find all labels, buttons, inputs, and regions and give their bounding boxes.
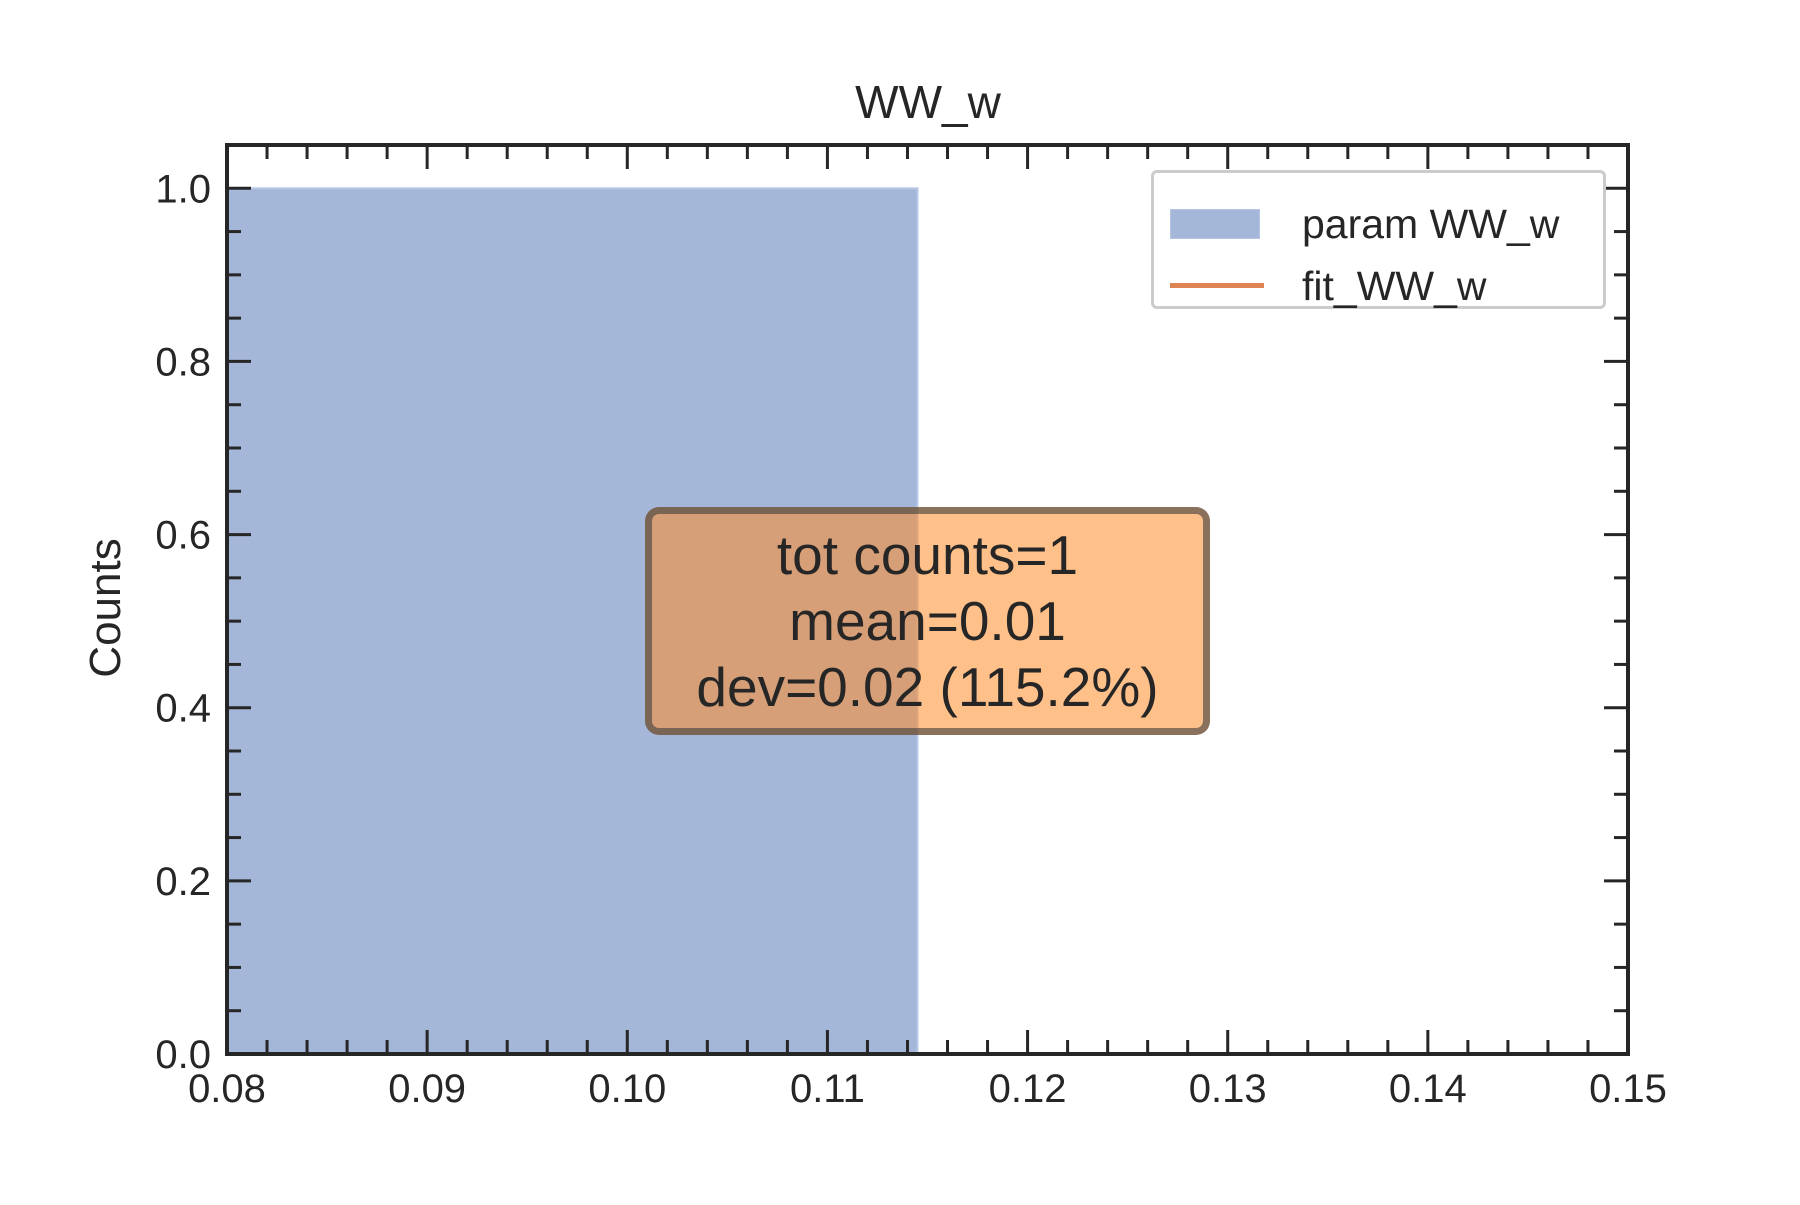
legend-label-histogram: param WW_w — [1302, 201, 1560, 247]
y-tick-label: 0.4 — [155, 687, 211, 731]
y-tick-label: 0.0 — [155, 1033, 211, 1077]
x-tick-label: 0.15 — [1589, 1067, 1667, 1111]
stats-mean: mean=0.01 — [789, 590, 1066, 652]
y-tick-label: 0.6 — [155, 514, 211, 558]
stats-total-counts: tot counts=1 — [776, 524, 1079, 586]
stats-deviation: dev=0.02 (115.2%) — [696, 656, 1159, 718]
legend-swatch-fit — [1170, 283, 1264, 288]
y-axis-label: Counts — [81, 538, 130, 677]
chart-title: WW_w — [855, 76, 1001, 128]
stats-annotation-box: tot counts=1 mean=0.01 dev=0.02 (115.2%) — [645, 507, 1210, 735]
chart-legend: param WW_w fit_WW_w — [1151, 170, 1606, 309]
x-tick-label: 0.10 — [588, 1067, 666, 1111]
x-tick-label: 0.09 — [388, 1067, 466, 1111]
x-tick-label: 0.14 — [1389, 1067, 1467, 1111]
x-tick-label: 0.11 — [790, 1067, 865, 1111]
legend-swatch-histogram — [1170, 209, 1260, 239]
x-tick-label: 0.12 — [989, 1067, 1067, 1111]
y-tick-labels: 0.0 0.2 0.4 0.6 0.8 1.0 — [155, 167, 211, 1077]
x-tick-label: 0.13 — [1189, 1067, 1267, 1111]
y-tick-label: 1.0 — [155, 167, 211, 211]
legend-item-fit: fit_WW_w — [1154, 263, 1603, 309]
y-tick-label: 0.8 — [155, 340, 211, 384]
x-tick-label: 0.08 — [188, 1067, 266, 1111]
legend-item-histogram: param WW_w — [1154, 201, 1603, 247]
y-tick-label: 0.2 — [155, 860, 211, 904]
x-tick-labels: 0.08 0.09 0.10 0.11 0.12 0.13 0.14 0.15 — [188, 1067, 1667, 1111]
plot-frame — [225, 143, 1630, 1056]
legend-label-fit: fit_WW_w — [1302, 263, 1487, 309]
